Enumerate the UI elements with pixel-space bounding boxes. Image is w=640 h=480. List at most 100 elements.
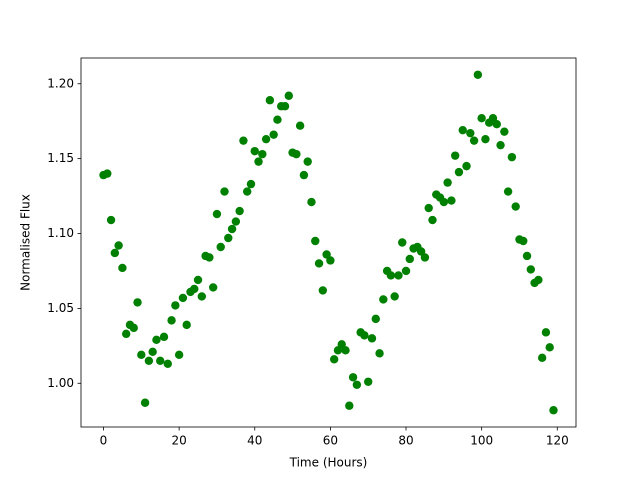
point bbox=[503, 187, 513, 196]
point bbox=[258, 149, 267, 159]
point bbox=[352, 380, 362, 389]
point bbox=[133, 298, 142, 307]
x-tick-label: 0 bbox=[100, 434, 108, 448]
point bbox=[488, 114, 498, 123]
point bbox=[428, 215, 437, 225]
point bbox=[205, 253, 214, 262]
point bbox=[292, 149, 301, 159]
point bbox=[231, 217, 241, 226]
point bbox=[174, 350, 184, 360]
point bbox=[348, 373, 358, 382]
point bbox=[371, 314, 380, 324]
point bbox=[549, 406, 558, 415]
y-tick-label: 1.10 bbox=[47, 226, 74, 240]
point bbox=[526, 265, 536, 274]
point bbox=[103, 169, 112, 178]
x-tick-label: 100 bbox=[470, 434, 493, 448]
point bbox=[193, 275, 203, 285]
point bbox=[462, 161, 471, 171]
point bbox=[261, 134, 271, 144]
point bbox=[129, 323, 138, 333]
point bbox=[360, 331, 369, 340]
x-tick-label: 120 bbox=[546, 434, 569, 448]
point bbox=[246, 179, 256, 189]
point bbox=[454, 167, 464, 177]
point bbox=[416, 247, 426, 256]
y-tick-label: 1.15 bbox=[47, 151, 74, 165]
point bbox=[265, 96, 275, 105]
point bbox=[152, 335, 161, 345]
x-axis-label: Time (Hours) bbox=[289, 456, 368, 470]
point bbox=[390, 292, 399, 301]
point bbox=[208, 283, 218, 292]
point bbox=[420, 253, 430, 262]
point bbox=[284, 91, 293, 100]
y-tick-label: 1.20 bbox=[47, 76, 74, 90]
point bbox=[537, 353, 547, 363]
point bbox=[118, 263, 127, 273]
point bbox=[519, 236, 528, 246]
point bbox=[197, 292, 207, 301]
point bbox=[424, 203, 433, 213]
point bbox=[216, 242, 225, 252]
point bbox=[314, 259, 324, 268]
point bbox=[144, 356, 154, 366]
point bbox=[156, 356, 165, 366]
point bbox=[375, 349, 384, 358]
point bbox=[280, 102, 290, 111]
point bbox=[148, 347, 157, 357]
point bbox=[311, 236, 320, 246]
point bbox=[299, 170, 309, 180]
point bbox=[341, 346, 350, 355]
x-tick-label: 80 bbox=[398, 434, 413, 448]
x-tick-label: 20 bbox=[171, 434, 186, 448]
point bbox=[190, 284, 199, 294]
point bbox=[405, 254, 415, 264]
point bbox=[447, 196, 456, 205]
point bbox=[364, 377, 373, 386]
point bbox=[469, 136, 479, 145]
point bbox=[254, 157, 263, 166]
point bbox=[269, 130, 278, 139]
point bbox=[545, 343, 554, 352]
axes-frame bbox=[80, 57, 577, 428]
point bbox=[386, 271, 396, 280]
y-tick-label: 1.05 bbox=[47, 301, 74, 315]
point bbox=[507, 152, 517, 162]
point bbox=[239, 136, 248, 145]
point bbox=[492, 119, 501, 129]
y-tick-label: 1.00 bbox=[47, 376, 74, 390]
point bbox=[318, 286, 328, 295]
point bbox=[303, 157, 312, 166]
point bbox=[541, 328, 551, 337]
point bbox=[171, 301, 180, 310]
point bbox=[295, 121, 305, 130]
point bbox=[110, 248, 120, 258]
point bbox=[178, 293, 188, 303]
point bbox=[242, 187, 252, 196]
point bbox=[106, 215, 116, 225]
point bbox=[458, 125, 467, 135]
x-tick-label: 40 bbox=[247, 434, 262, 448]
point bbox=[401, 266, 411, 276]
point bbox=[473, 70, 483, 79]
point bbox=[159, 332, 169, 342]
point bbox=[345, 401, 354, 410]
point bbox=[182, 320, 191, 330]
point bbox=[121, 329, 131, 339]
point bbox=[534, 275, 543, 285]
point bbox=[307, 197, 316, 207]
y-axis-label: Normalised Flux bbox=[19, 194, 33, 291]
point bbox=[367, 334, 377, 343]
point bbox=[235, 206, 244, 216]
point bbox=[394, 271, 403, 280]
point bbox=[439, 197, 449, 207]
point bbox=[398, 238, 407, 247]
point bbox=[163, 359, 172, 369]
x-tick-label: 60 bbox=[323, 434, 338, 448]
point bbox=[273, 115, 282, 124]
point bbox=[337, 340, 346, 349]
point bbox=[466, 128, 475, 138]
